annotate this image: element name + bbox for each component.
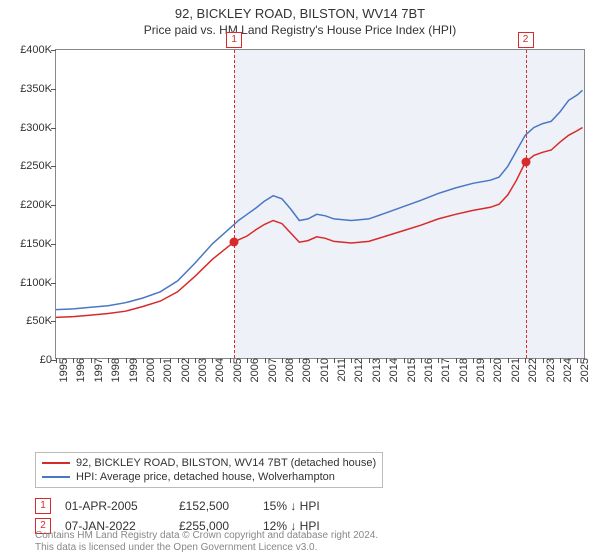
x-tick-label: 1998 [108,358,122,382]
sale-row: 1 01-APR-2005 £152,500 15% ↓ HPI [35,498,343,514]
x-tick-label: 2013 [369,358,383,382]
x-tick-label: 2002 [178,358,192,382]
x-tick-label: 2022 [525,358,539,382]
marker-dot [521,158,530,167]
x-tick-label: 2006 [247,358,261,382]
x-tick-label: 2012 [351,358,365,382]
marker-dot [230,237,239,246]
marker-line [526,50,527,358]
x-tick-label: 2018 [456,358,470,382]
plot-svg [56,50,586,360]
x-tick-label: 2008 [282,358,296,382]
sale-price: £152,500 [179,499,249,513]
x-tick-label: 2004 [212,358,226,382]
footer-attribution: Contains HM Land Registry data © Crown c… [35,530,590,554]
series-property [56,128,583,318]
legend-item: HPI: Average price, detached house, Wolv… [42,470,376,484]
marker-label: 1 [226,32,242,48]
x-tick-label: 1997 [91,358,105,382]
x-tick-label: 2009 [299,358,313,382]
chart-title: 92, BICKLEY ROAD, BILSTON, WV14 7BT [0,6,600,23]
x-tick-label: 2001 [160,358,174,382]
chart-area: £0£50K£100K£150K£200K£250K£300K£350K£400… [0,44,600,409]
x-tick-label: 1995 [56,358,70,382]
x-tick-label: 2025 [577,358,591,382]
x-tick-label: 1996 [73,358,87,382]
sale-index-box: 1 [35,498,51,514]
x-tick-label: 2016 [421,358,435,382]
plot-region: £0£50K£100K£150K£200K£250K£300K£350K£400… [55,49,585,359]
chart-subtitle: Price paid vs. HM Land Registry's House … [0,23,600,39]
legend-label: 92, BICKLEY ROAD, BILSTON, WV14 7BT (det… [76,457,376,469]
x-tick-label: 1999 [126,358,140,382]
x-tick-label: 2023 [543,358,557,382]
x-tick-label: 2015 [404,358,418,382]
x-tick-label: 2010 [317,358,331,382]
marker-label: 2 [518,32,534,48]
x-tick-label: 2017 [438,358,452,382]
x-tick-label: 2021 [508,358,522,382]
x-tick-label: 2003 [195,358,209,382]
legend-swatch [42,462,70,464]
x-tick-label: 2020 [490,358,504,382]
legend: 92, BICKLEY ROAD, BILSTON, WV14 7BT (det… [35,452,383,488]
legend-label: HPI: Average price, detached house, Wolv… [76,471,335,483]
sale-date: 01-APR-2005 [65,499,165,513]
legend-swatch [42,476,70,478]
x-tick-label: 2000 [143,358,157,382]
x-tick-label: 2024 [560,358,574,382]
x-tick-label: 2019 [473,358,487,382]
marker-line [234,50,235,358]
footer-line: This data is licensed under the Open Gov… [35,542,590,554]
x-tick-label: 2005 [230,358,244,382]
x-tick-label: 2011 [334,358,348,382]
sale-delta: 15% ↓ HPI [263,499,343,513]
x-tick-label: 2007 [265,358,279,382]
footer-line: Contains HM Land Registry data © Crown c… [35,530,590,542]
legend-item: 92, BICKLEY ROAD, BILSTON, WV14 7BT (det… [42,456,376,470]
x-tick-label: 2014 [386,358,400,382]
